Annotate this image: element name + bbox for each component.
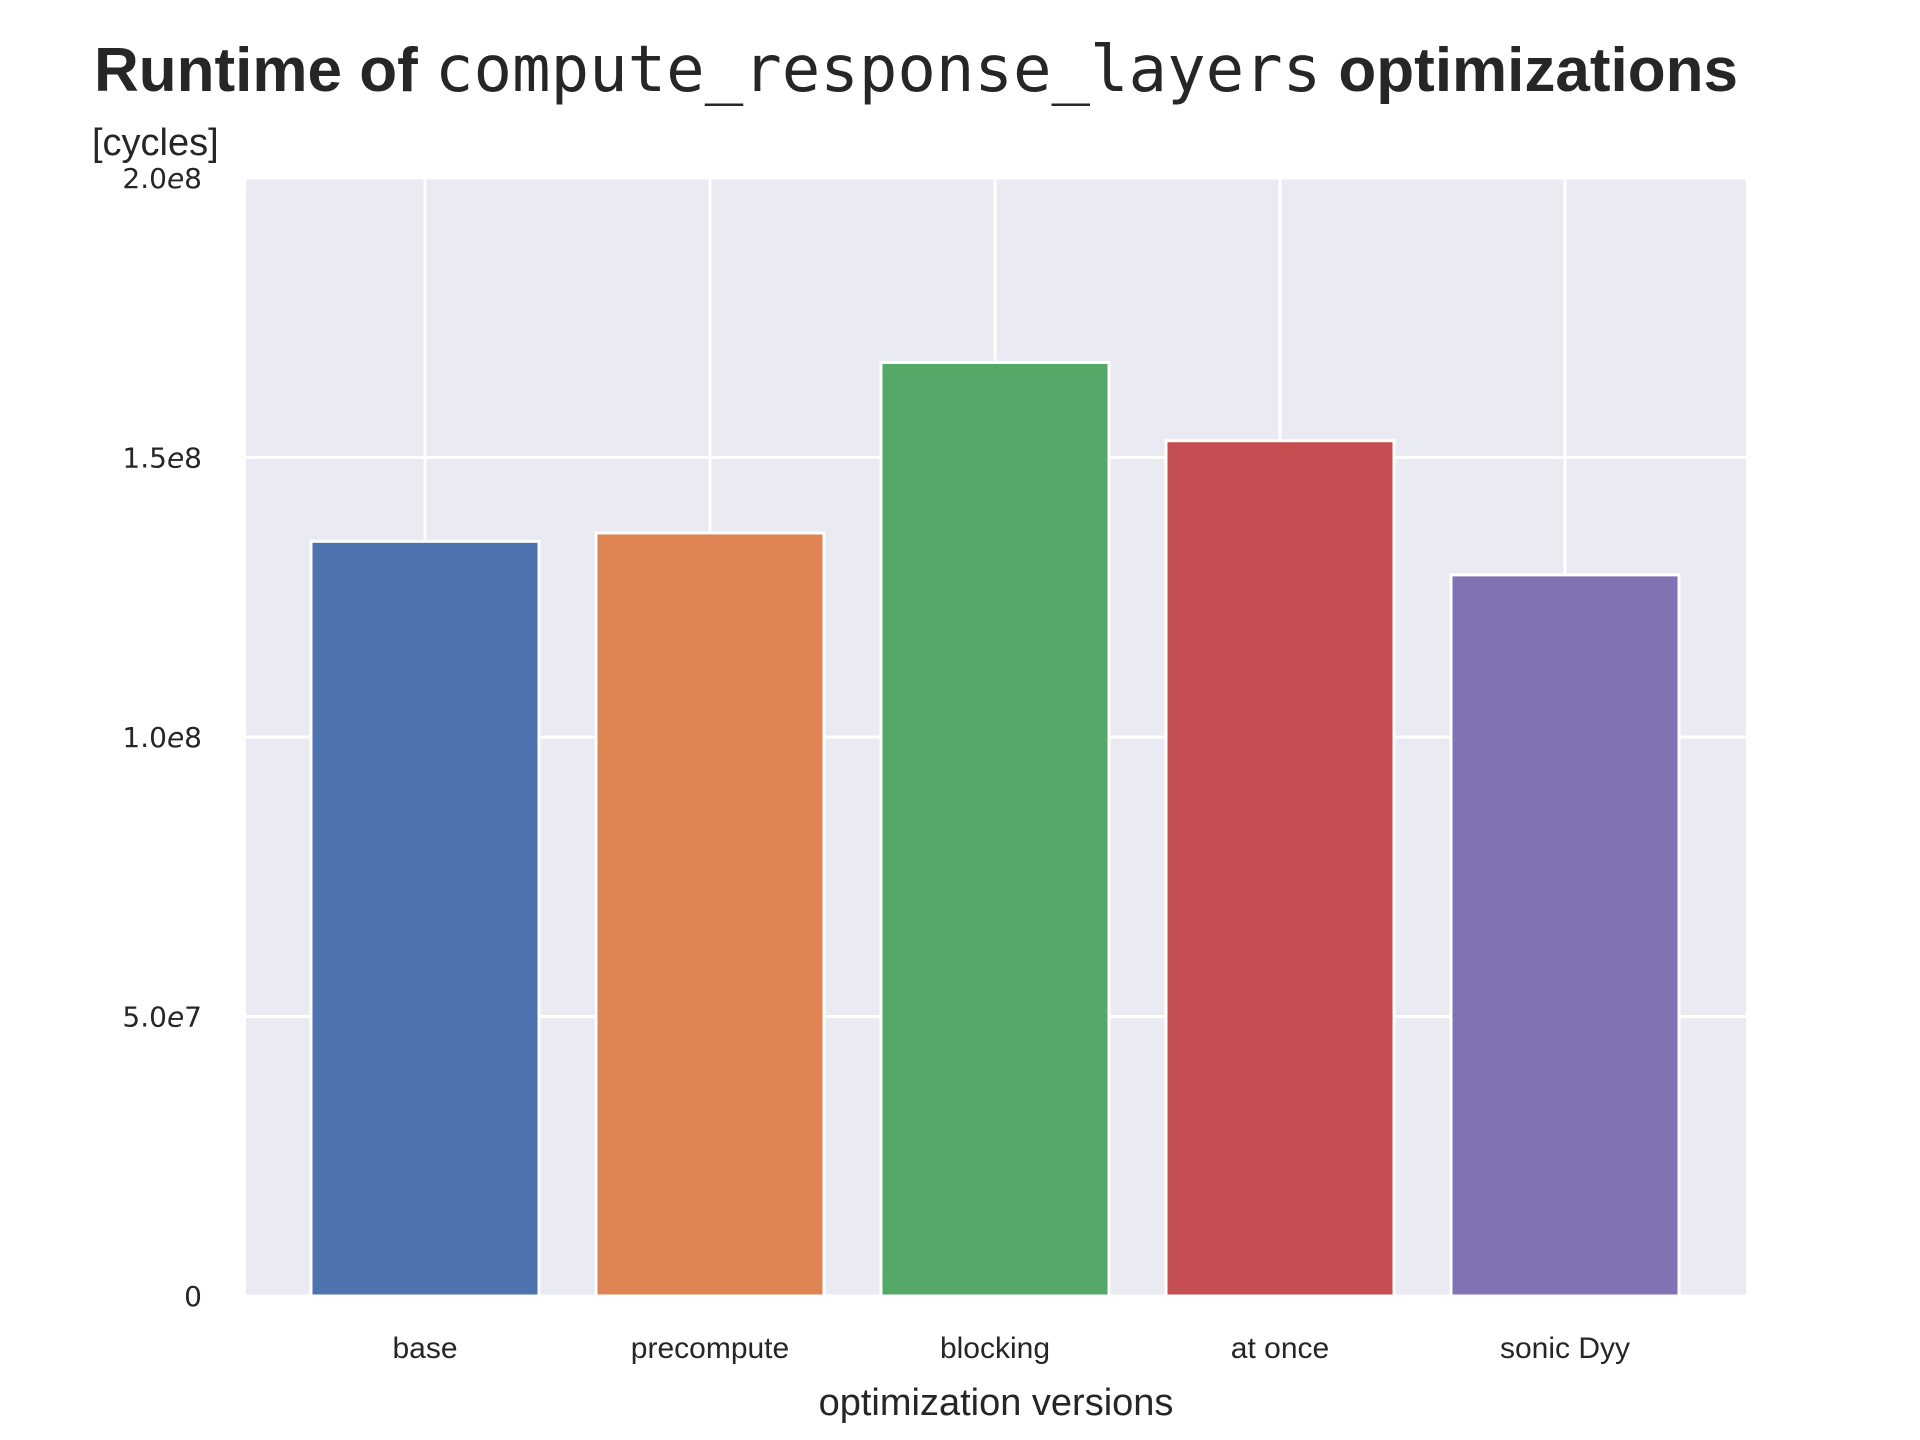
bars [309, 360, 1681, 1298]
y-tick-labels: 0 5.0e7 1.0e8 1.5e8 2.0e8 [122, 162, 202, 1313]
chart-title-suffix: optimizations [1321, 36, 1738, 105]
x-tick-label: at once [1231, 1332, 1329, 1365]
y-axis-unit-label: [cycles] [92, 122, 219, 164]
bar-base [309, 539, 541, 1298]
x-tick-labels: base precompute blocking at once sonic Dyy [392, 1332, 1630, 1365]
x-tick-label: sonic Dyy [1500, 1332, 1630, 1365]
bar-at-once [1164, 439, 1396, 1298]
x-axis-label: optimization versions [819, 1382, 1174, 1424]
y-tick-label: 1.0e8 [122, 721, 202, 754]
x-tick-label: precompute [631, 1332, 789, 1365]
bar-precompute [594, 531, 826, 1298]
y-tick-label: 5.0e7 [122, 1001, 202, 1034]
bar-sonic-dyy [1449, 573, 1681, 1298]
y-tick-label: 0 [184, 1280, 202, 1313]
y-tick-label: 2.0e8 [122, 162, 202, 195]
y-tick-label: 1.5e8 [122, 442, 202, 475]
chart-title-code: compute_response_layers [435, 33, 1321, 107]
bar-blocking [879, 360, 1111, 1298]
x-tick-label: base [392, 1332, 457, 1365]
x-tick-label: blocking [940, 1332, 1050, 1365]
chart-title: Runtime of compute_response_layers optim… [94, 33, 1738, 107]
chart-title-prefix: Runtime of [94, 36, 435, 105]
